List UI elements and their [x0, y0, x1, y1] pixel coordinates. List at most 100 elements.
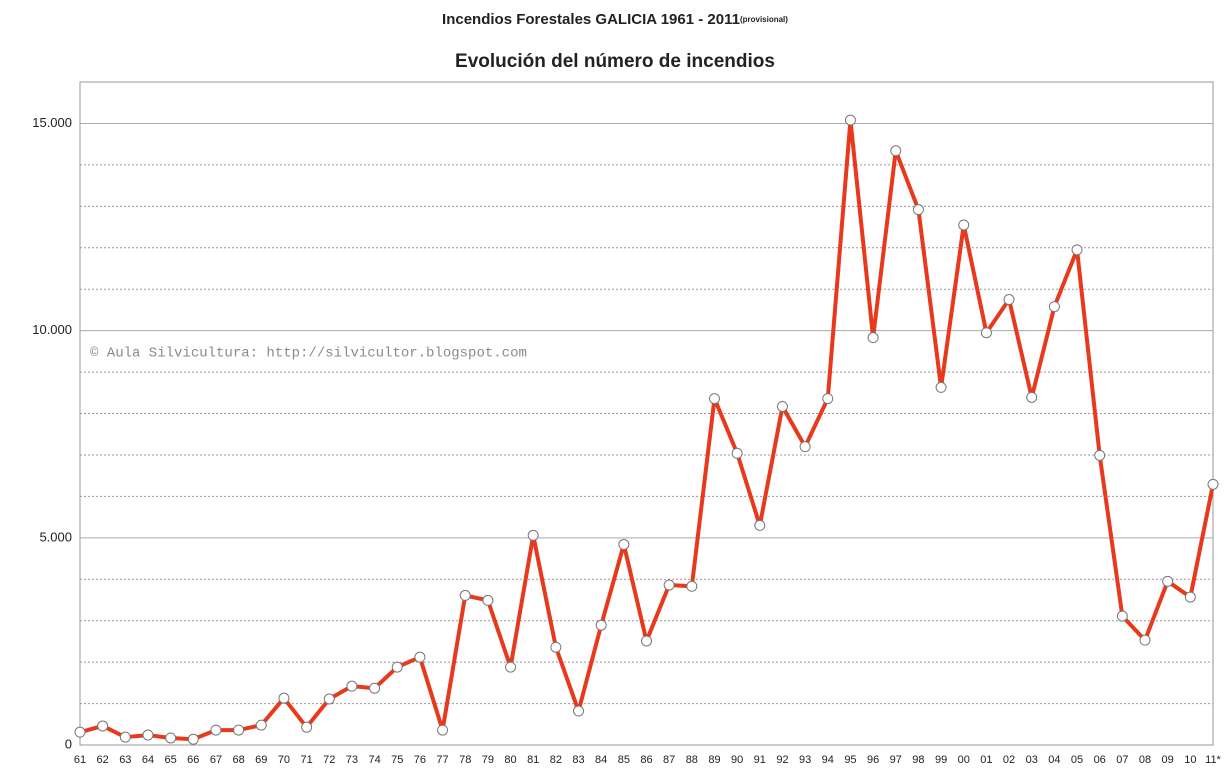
x-tick-label: 67: [210, 754, 222, 766]
data-point: [890, 145, 902, 157]
x-tick-label: 95: [844, 754, 856, 766]
watermark: © Aula Silvicultura: http://silvicultor.…: [90, 346, 527, 362]
x-tick-label: 62: [97, 754, 109, 766]
data-point: [754, 519, 766, 531]
x-tick-label: 93: [799, 754, 811, 766]
data-point: [641, 635, 652, 647]
x-tick-label: 79: [482, 754, 494, 766]
data-point: [618, 538, 630, 550]
data-point: [550, 641, 562, 653]
data-point: [1162, 575, 1174, 587]
data-point: [301, 721, 313, 733]
x-tick-label: 82: [550, 754, 562, 766]
x-tick-label: 63: [119, 754, 131, 766]
x-tick-label: 66: [187, 754, 199, 766]
data-point: [1071, 244, 1083, 256]
data-point: [573, 705, 585, 717]
x-tick-label: 81: [527, 754, 539, 766]
data-point: [958, 219, 970, 231]
data-point: [1094, 449, 1106, 461]
x-tick-label: 61: [74, 754, 86, 766]
data-point: [391, 661, 403, 673]
data-point: [1003, 294, 1015, 306]
x-tick-label: 80: [504, 754, 516, 766]
data-point: [1048, 301, 1060, 313]
data-point: [369, 682, 381, 694]
x-tick-label: 08: [1139, 754, 1151, 766]
x-tick-label: 69: [255, 754, 267, 766]
data-point: [776, 400, 788, 412]
data-point: [119, 731, 131, 743]
y-tick-label: 0: [65, 736, 72, 751]
x-tick-label: 00: [958, 754, 970, 766]
x-tick-label: 98: [912, 754, 924, 766]
x-tick-label: 89: [708, 754, 720, 766]
x-tick-label: 01: [980, 754, 992, 766]
x-tick-label: 03: [1026, 754, 1038, 766]
data-point: [505, 661, 517, 673]
chart-title: Incendios Forestales GALICIA 1961 - 2011…: [442, 11, 788, 28]
data-point: [414, 651, 426, 663]
data-point: [527, 529, 539, 541]
y-tick-label: 15.000: [32, 115, 72, 130]
data-point: [187, 733, 199, 745]
x-tick-label: 02: [1003, 754, 1015, 766]
x-tick-label: 75: [391, 754, 403, 766]
data-point: [346, 680, 358, 692]
x-tick-label: 09: [1162, 754, 1174, 766]
plot-border: [79, 81, 1214, 746]
data-point: [1139, 634, 1151, 646]
x-tick-label: 96: [867, 754, 879, 766]
data-point: [1026, 391, 1038, 403]
x-tick-label: 65: [165, 754, 177, 766]
x-tick-label: 05: [1071, 754, 1083, 766]
data-point: [663, 579, 675, 591]
x-tick-label: 72: [323, 754, 335, 766]
data-point: [822, 393, 834, 405]
x-tick-label: 88: [686, 754, 698, 766]
x-tick-label: 86: [640, 754, 652, 766]
data-point: [233, 724, 245, 736]
x-tick-label: 11*: [1205, 754, 1221, 766]
data-point: [255, 719, 267, 731]
data-point: [323, 693, 335, 705]
data-point: [686, 580, 698, 592]
x-tick-label: 78: [459, 754, 471, 766]
data-point: [210, 724, 222, 736]
data-point: [1184, 591, 1196, 603]
x-tick-label: 73: [346, 754, 358, 766]
data-point: [867, 332, 879, 344]
x-tick-label: 87: [663, 754, 675, 766]
data-point: [1116, 610, 1128, 622]
x-tick-label: 70: [278, 754, 290, 766]
x-tick-label: 94: [822, 754, 834, 766]
data-point: [731, 447, 743, 459]
data-point: [708, 393, 720, 405]
x-tick-label: 76: [414, 754, 426, 766]
x-tick-label: 68: [232, 754, 244, 766]
data-point: [74, 726, 86, 738]
x-tick-label: 83: [572, 754, 584, 766]
chart-subtitle: Evolución del número de incendios: [455, 51, 775, 72]
data-point: [1207, 478, 1219, 490]
x-tick-label: 92: [776, 754, 788, 766]
x-tick-label: 64: [142, 754, 154, 766]
x-tick-label: 10: [1184, 754, 1196, 766]
data-point: [595, 619, 607, 631]
data-point: [459, 589, 471, 601]
x-tick-label: 07: [1116, 754, 1128, 766]
data-point: [844, 114, 856, 126]
data-point: [437, 724, 449, 736]
data-point: [799, 441, 811, 453]
data-point: [97, 720, 109, 732]
data-point: [912, 204, 924, 216]
data-point: [980, 327, 992, 339]
data-point: [278, 692, 290, 704]
x-tick-label: 90: [731, 754, 743, 766]
x-tick-label: 91: [754, 754, 766, 766]
x-tick-label: 04: [1048, 754, 1060, 766]
y-tick-label: 10.000: [32, 322, 72, 337]
x-tick-label: 99: [935, 754, 947, 766]
data-point: [165, 732, 177, 744]
